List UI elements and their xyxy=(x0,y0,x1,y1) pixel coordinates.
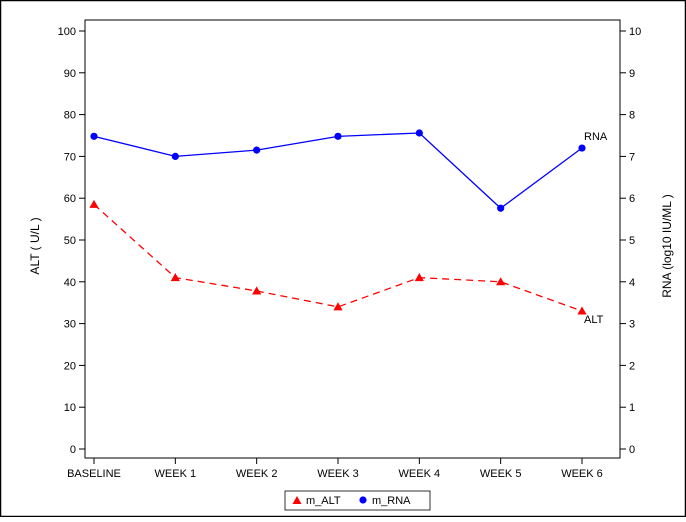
data-point-m-rna xyxy=(497,204,505,212)
left-tick-label: 70 xyxy=(64,151,76,163)
x-tick-label: WEEK 6 xyxy=(561,468,603,480)
data-point-m-rna xyxy=(90,132,98,140)
left-tick-label: 80 xyxy=(64,110,76,122)
x-tick-label: WEEK 1 xyxy=(155,468,197,480)
data-point-m-rna xyxy=(415,129,423,137)
series-end-label-m-alt: ALT xyxy=(584,314,604,326)
right-tick-label: 6 xyxy=(629,193,635,205)
left-tick-label: 100 xyxy=(58,26,76,38)
left-tick-label: 60 xyxy=(64,193,76,205)
right-tick-label: 4 xyxy=(629,277,635,289)
right-tick-label: 2 xyxy=(629,360,635,372)
plot-area xyxy=(84,19,621,459)
data-point-m-alt xyxy=(333,302,343,311)
x-tick-label: WEEK 2 xyxy=(236,468,278,480)
left-tick-label: 50 xyxy=(64,235,76,247)
data-point-m-rna xyxy=(578,144,586,152)
legend-marker-m-alt xyxy=(292,496,302,504)
left-tick-label: 0 xyxy=(70,444,76,456)
data-point-m-rna xyxy=(253,146,261,154)
data-point-m-alt xyxy=(496,277,506,286)
x-tick-label: BASELINE xyxy=(67,468,121,480)
data-point-m-rna xyxy=(334,132,342,140)
data-point-m-rna xyxy=(171,152,179,160)
right-axis: 0 1 2 3 4 5 6 7 8 9 10 xyxy=(620,26,641,456)
data-point-m-alt xyxy=(252,286,262,295)
left-tick-label: 90 xyxy=(64,68,76,80)
legend-frame xyxy=(284,490,431,511)
x-axis: BASELINE WEEK 1 WEEK 2 WEEK 3 WEEK 4 WEEK 5 WE… xyxy=(67,458,603,480)
right-tick-label: 8 xyxy=(629,110,635,122)
left-axis: 0 10 20 30 40 50 60 70 80 90 100 xyxy=(58,26,85,456)
legend-label-m-rna: m_RNA xyxy=(372,495,411,507)
right-tick-label: 0 xyxy=(629,444,635,456)
left-tick-label: 30 xyxy=(64,319,76,331)
series-end-label-m-rna: RNA xyxy=(584,131,608,143)
left-tick-label: 40 xyxy=(64,277,76,289)
x-tick-label: WEEK 4 xyxy=(399,468,441,480)
right-tick-label: 7 xyxy=(629,151,635,163)
legend-marker-m-rna xyxy=(359,496,367,504)
x-tick-label: WEEK 3 xyxy=(317,468,359,480)
right-tick-label: 9 xyxy=(629,68,635,80)
series-group: ALT RNA xyxy=(89,129,608,326)
left-tick-label: 10 xyxy=(64,402,76,414)
right-tick-label: 3 xyxy=(629,319,635,331)
legend-label-m-alt: m_ALT xyxy=(306,495,341,507)
data-point-m-alt xyxy=(89,199,99,208)
right-tick-label: 5 xyxy=(629,235,635,247)
right-tick-label: 10 xyxy=(629,26,641,38)
data-point-m-alt xyxy=(577,306,587,315)
data-point-m-alt xyxy=(414,273,424,282)
left-tick-label: 20 xyxy=(64,360,76,372)
y-axis-label-left: ALT ( U/L ) xyxy=(28,217,42,274)
y-axis-label-right: RNA (log10 IU/ML ) xyxy=(660,194,674,298)
x-tick-label: WEEK 5 xyxy=(480,468,522,480)
legend: m_ALT m_RNA xyxy=(284,490,431,511)
right-tick-label: 1 xyxy=(629,402,635,414)
data-point-m-alt xyxy=(170,273,180,282)
